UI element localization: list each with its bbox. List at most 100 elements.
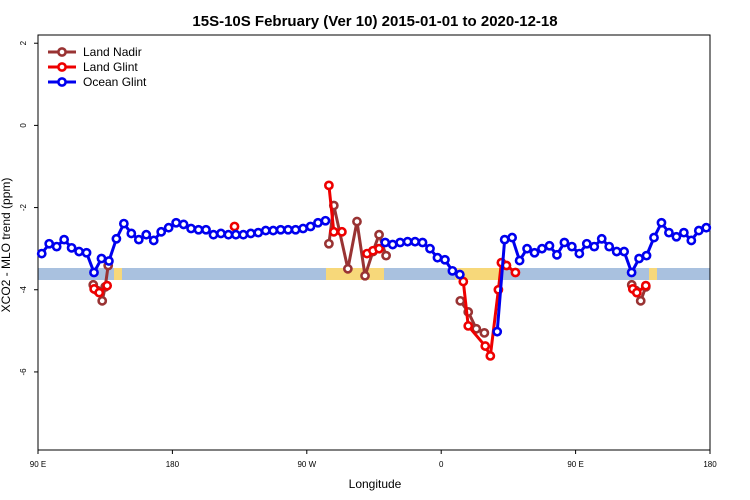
point [447,265,458,276]
point [492,326,503,337]
point [324,238,334,249]
point [641,250,652,261]
point [552,249,562,260]
point [118,218,129,229]
point [664,227,674,238]
point [178,219,189,230]
plot-frame [37,34,711,451]
x-tick-label: 90 W [297,460,316,469]
point [352,216,362,227]
point [701,222,712,233]
point [510,267,521,278]
point [360,270,370,281]
point [626,267,637,278]
legend-marker [57,62,67,72]
point [544,240,555,251]
point [104,256,114,266]
y-tick-label: 0 [19,123,28,128]
point [111,233,122,244]
x-axis-label: Longitude [349,477,402,491]
point [324,180,334,191]
point [387,239,398,250]
y-tick-label: -2 [19,203,28,211]
point [417,237,428,248]
legend-label: Land Nadir [83,45,142,59]
x-tick-label: 180 [166,460,180,469]
x-tick-label: 180 [703,460,717,469]
point [59,234,70,245]
point [566,241,577,252]
point [290,224,301,235]
point [51,241,62,252]
point [425,243,435,254]
point [186,223,196,234]
point [102,280,113,291]
point [229,221,240,232]
point [395,237,406,248]
point [96,253,107,264]
point [656,217,667,228]
point [559,237,570,248]
x-tick-label: 90 E [567,460,583,469]
point [463,321,474,331]
point [581,238,592,249]
land-band [649,268,657,280]
point [320,215,331,226]
point [141,229,152,240]
point [313,217,323,228]
point [328,226,339,237]
point [635,295,646,306]
legend-marker [57,77,67,87]
point [522,243,532,254]
point [432,252,443,263]
point [480,341,491,351]
point [156,226,167,237]
point [94,287,105,298]
point [440,254,450,265]
point [529,247,540,258]
legend-label: Land Glint [83,60,138,74]
point [631,287,642,298]
point [126,228,137,239]
x-tick-label: 0 [439,460,444,469]
point [693,225,704,236]
point [230,229,241,240]
point [649,232,659,243]
point [97,295,108,306]
point [455,295,466,306]
point [275,224,286,235]
point [381,250,391,261]
point [89,267,99,278]
point [678,227,689,238]
land-mask [38,268,710,280]
point [163,222,174,233]
point [479,327,490,338]
point [208,229,219,240]
point [223,229,234,240]
point [454,269,465,280]
point [171,217,182,228]
point [619,246,630,257]
point [193,224,204,235]
point [499,234,510,245]
land-band [326,268,384,280]
y-tick-label: 2 [19,40,28,45]
point [514,255,525,266]
point [74,246,84,257]
point [374,243,384,254]
point [686,235,697,246]
point [611,246,622,257]
chart-title: 15S-10S February (Ver 10) 2015-01-01 to … [192,13,557,30]
point [216,228,226,239]
x-tick-label: 90 E [30,460,46,469]
point [537,243,547,254]
point [640,280,651,291]
point [596,233,607,244]
land-band [455,268,502,280]
legend-marker [57,47,67,57]
y-tick-label: -4 [19,286,28,294]
y-tick-label: -6 [19,368,28,376]
point [604,241,615,252]
point [342,263,353,274]
